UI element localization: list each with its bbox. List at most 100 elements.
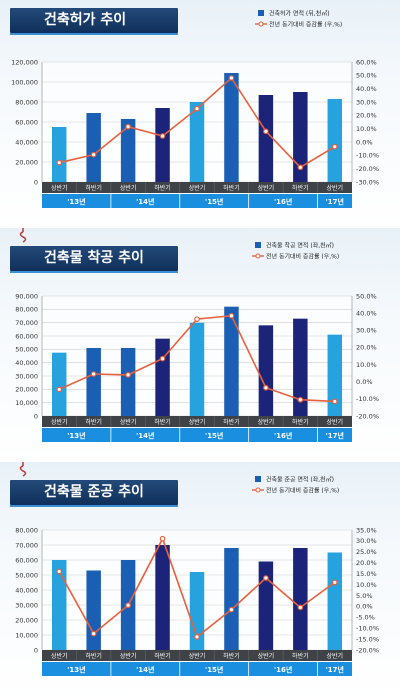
x-tick-label: 상반기 (258, 418, 275, 426)
y-right-tick-label: 50.0% (356, 292, 377, 300)
bar (258, 325, 274, 416)
y-right-tick-label: 0.0% (356, 138, 373, 146)
bar (51, 127, 67, 182)
y-left-tick-label: 60,000 (15, 332, 38, 340)
year-group-label: '13년 (67, 665, 85, 674)
y-left-tick-label: 10,000 (15, 631, 38, 639)
x-tick-label: 하반기 (292, 418, 309, 426)
line-point (263, 575, 269, 581)
line-point (90, 151, 97, 158)
year-group-label: '14년 (136, 197, 154, 206)
bar (293, 92, 308, 182)
x-tick-label: 하반기 (292, 652, 309, 660)
bar (86, 570, 101, 650)
y-right-tick-label: 0.0% (356, 378, 373, 386)
y-right-tick-label: 40.0% (356, 85, 377, 93)
y-left-tick-label: 70,000 (15, 541, 38, 549)
year-band (42, 194, 352, 208)
y-right-tick-label: 20.0% (356, 344, 377, 352)
y-left-tick-label: 40,000 (15, 138, 38, 146)
year-band (42, 428, 352, 442)
line-point (56, 159, 63, 166)
y-left-tick-label: 30,000 (15, 372, 38, 380)
y-left-tick-label: 80,000 (15, 98, 38, 106)
y-right-tick-label: 25.0% (356, 548, 377, 556)
line-point (159, 535, 166, 542)
year-group-label: '16년 (274, 665, 292, 674)
year-group-label: '15년 (205, 431, 223, 440)
line-point (90, 630, 97, 637)
line-point (159, 355, 166, 362)
y-right-tick-label: 15.0% (356, 570, 377, 578)
line-point (263, 384, 269, 391)
year-group-label: '14년 (136, 665, 154, 674)
y-left-tick-label: 60,000 (15, 556, 38, 564)
year-band (42, 662, 352, 676)
chart-panel-construction-start: 건축물 착공 추이 0 10,000 20,000 30,000 40,000 50,00… (0, 228, 400, 462)
x-tick-label: 상반기 (326, 184, 343, 192)
year-group-label: '17년 (326, 197, 344, 206)
line-point (56, 386, 63, 393)
x-tick-label: 상반기 (120, 184, 137, 192)
legend-bar-icon (255, 242, 261, 248)
chart-title: 건축물 준공 추이 (10, 480, 178, 507)
y-right-tick-label: 50.0% (356, 72, 377, 80)
y-right-tick-label: 60.0% (356, 58, 377, 66)
y-left-tick-label: 120,000 (11, 58, 38, 66)
y-right-tick-label: -10.0% (356, 395, 379, 403)
y-right-tick-label: 10.0% (356, 361, 377, 369)
bar (327, 334, 343, 416)
x-tick-label: 하반기 (223, 652, 240, 660)
line-point (331, 398, 338, 405)
year-group-label: '16년 (274, 197, 292, 206)
bar (155, 545, 170, 650)
line-point (228, 312, 235, 319)
line-point (297, 604, 304, 611)
line-point (263, 128, 269, 135)
line-point (331, 143, 338, 150)
line-point (125, 123, 131, 130)
bar (293, 318, 308, 416)
category-band (42, 416, 352, 427)
year-group-label: '14년 (136, 431, 154, 440)
y-left-tick-label: 0 (34, 412, 38, 420)
legend-line-marker (255, 487, 261, 493)
x-tick-label: 하반기 (223, 418, 240, 426)
legend-label: 전년 동기대비 증감률 (우,%) (269, 21, 342, 29)
year-group-label: '17년 (326, 665, 344, 674)
x-tick-label: 상반기 (120, 652, 137, 660)
chart-title: 건축물 착공 추이 (10, 246, 178, 273)
y-right-tick-label: 40.0% (356, 309, 377, 317)
bar (293, 548, 308, 650)
y-left-tick-label: 0 (34, 646, 38, 654)
chart-title: 건축허가 추이 (10, 8, 178, 35)
bar (224, 548, 239, 650)
bar (120, 119, 136, 182)
y-left-tick-label: 60,000 (15, 118, 38, 126)
chart-svg: 0 20,000 40,000 60,000 80,000 100,000 120,000 -… (11, 10, 379, 208)
line-point (297, 396, 304, 403)
x-tick-label: 상반기 (258, 652, 275, 660)
bar (86, 113, 101, 182)
x-tick-label: 상반기 (326, 652, 343, 660)
year-group-label: '13년 (67, 197, 85, 206)
y-left-tick-label: 10,000 (15, 399, 38, 407)
legend-label: 건축물 착공 면적 (좌,천㎡) (266, 242, 334, 250)
x-tick-label: 상반기 (189, 652, 206, 660)
y-left-tick-label: 80,000 (15, 526, 38, 534)
legend-bar-icon (258, 10, 264, 16)
x-tick-label: 상반기 (51, 652, 68, 660)
chart-panel-construction-completion: 건축물 준공 추이 0 10,000 20,000 30,000 40,000 50,00… (0, 462, 400, 697)
y-right-tick-label: -5.0% (356, 614, 375, 622)
legend-label: 전년 동기대비 증감률 (우,%) (266, 253, 339, 261)
y-left-tick-label: 100,000 (11, 78, 38, 86)
y-left-tick-label: 40,000 (15, 359, 38, 367)
bar (258, 95, 274, 182)
bar (258, 561, 274, 650)
y-left-tick-label: 90,000 (15, 292, 38, 300)
bar (155, 108, 170, 182)
bar (224, 306, 239, 416)
bar (327, 99, 343, 182)
line-point (228, 75, 235, 81)
x-tick-label: 상반기 (120, 418, 137, 426)
